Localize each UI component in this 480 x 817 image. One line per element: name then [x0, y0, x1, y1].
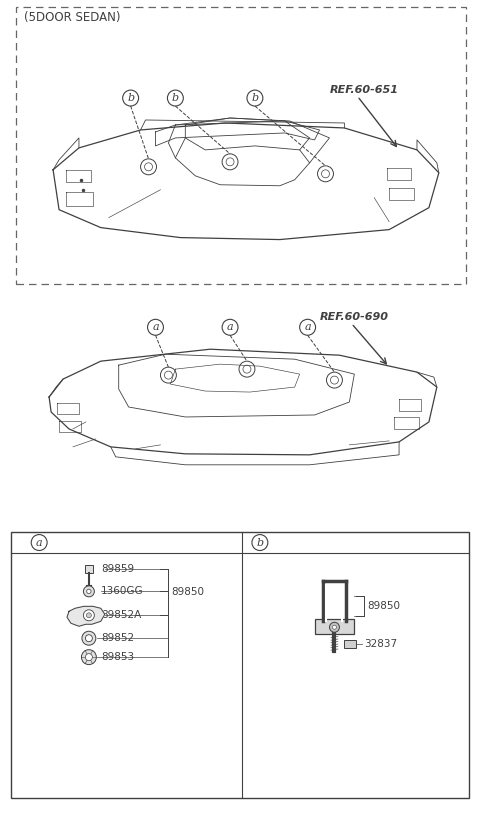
Circle shape [82, 632, 96, 645]
Circle shape [84, 586, 95, 597]
Bar [85, 565, 93, 574]
Circle shape [87, 589, 91, 594]
Text: 89853: 89853 [101, 652, 134, 662]
Text: (5DOOR SEDAN): (5DOOR SEDAN) [24, 11, 121, 25]
Bar [12, 532, 468, 797]
Circle shape [84, 609, 95, 621]
Text: b: b [252, 93, 258, 103]
Text: a: a [152, 322, 159, 333]
Bar [16, 7, 466, 284]
Text: 89859: 89859 [101, 565, 134, 574]
Text: REF.60-690: REF.60-690 [320, 312, 388, 323]
Bar [314, 619, 354, 634]
Polygon shape [67, 606, 105, 627]
Circle shape [85, 635, 92, 641]
Text: b: b [256, 538, 264, 547]
Text: b: b [127, 93, 134, 103]
Text: 89850: 89850 [367, 601, 400, 611]
Text: 32837: 32837 [364, 639, 397, 650]
Text: a: a [227, 322, 233, 333]
Text: b: b [172, 93, 179, 103]
Text: 89850: 89850 [171, 587, 204, 597]
Text: a: a [304, 322, 311, 333]
Circle shape [329, 623, 339, 632]
Text: 89852A: 89852A [101, 610, 141, 620]
Text: 89852: 89852 [101, 633, 134, 643]
Circle shape [85, 654, 92, 661]
Text: 1360GG: 1360GG [101, 587, 144, 596]
Bar [344, 641, 356, 648]
Circle shape [86, 613, 91, 618]
Text: a: a [36, 538, 43, 547]
Circle shape [82, 650, 96, 664]
Circle shape [333, 625, 336, 629]
Text: REF.60-651: REF.60-651 [329, 85, 398, 95]
